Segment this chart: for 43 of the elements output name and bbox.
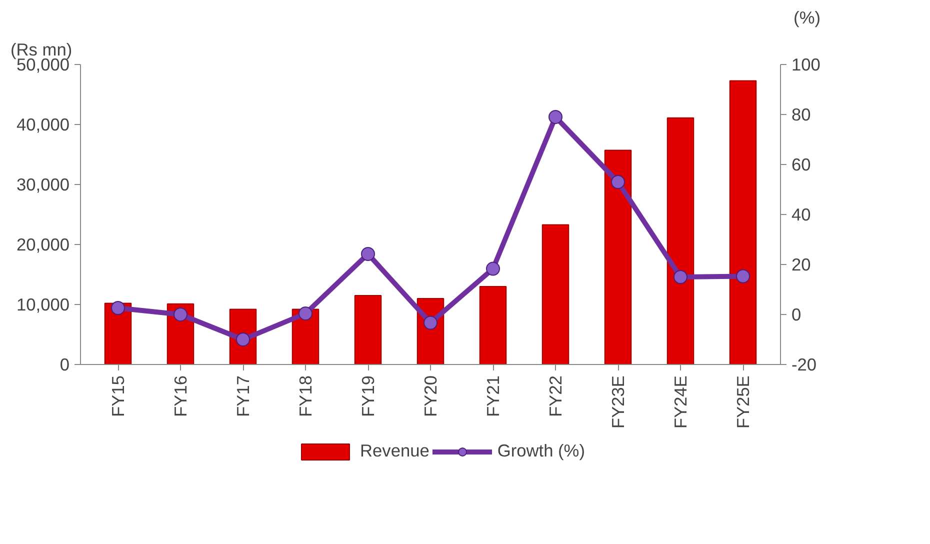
y-tick-label: 10,000 [16, 294, 70, 314]
y-tick-label: 40,000 [16, 114, 70, 134]
x-tick-label: FY21 [483, 375, 503, 417]
point [298, 306, 312, 320]
y2-tick-label: -20 [792, 354, 817, 374]
x-tick-label: FY17 [233, 375, 253, 417]
x-tick-label: FY23E [608, 375, 628, 428]
y2-axis-title: (%) [794, 8, 821, 28]
point [111, 301, 125, 315]
y2-tick-label: 40 [792, 204, 811, 224]
y-tick-label: 30,000 [16, 174, 70, 194]
x-tick-label: FY15 [108, 375, 128, 417]
point [674, 270, 688, 284]
x-tick-label: FY24E [670, 375, 690, 428]
y-axis-title: (Rs mn) [10, 40, 72, 60]
x-tick-label: FY22 [546, 375, 566, 417]
bar [354, 295, 382, 364]
bar [729, 80, 757, 364]
bar [666, 117, 694, 364]
x-tick-label: FY20 [420, 375, 440, 417]
bar [542, 224, 570, 364]
x-tick-label: FY19 [358, 375, 378, 417]
y2-tick-label: 60 [792, 154, 811, 174]
y2-tick-label: 80 [792, 104, 811, 124]
y-tick-label: 20,000 [16, 234, 70, 254]
legend-label: Growth (%) [497, 440, 585, 462]
x-tick-label: FY25E [733, 375, 753, 428]
bar [479, 286, 507, 364]
x-tick-label: FY18 [296, 375, 316, 417]
point [736, 269, 750, 284]
y2-tick-label: 20 [792, 254, 811, 274]
x-tick-label: FY16 [170, 375, 190, 417]
legend-label: Revenue [360, 440, 430, 462]
point [486, 262, 500, 276]
point [174, 308, 188, 322]
y2-tick-label: 0 [792, 304, 802, 324]
y-tick-label: 0 [60, 354, 70, 374]
y2-tick-label: 100 [792, 54, 820, 74]
point [361, 247, 375, 261]
point [611, 175, 625, 189]
point [424, 316, 438, 330]
bar [604, 150, 632, 364]
point [548, 110, 562, 124]
